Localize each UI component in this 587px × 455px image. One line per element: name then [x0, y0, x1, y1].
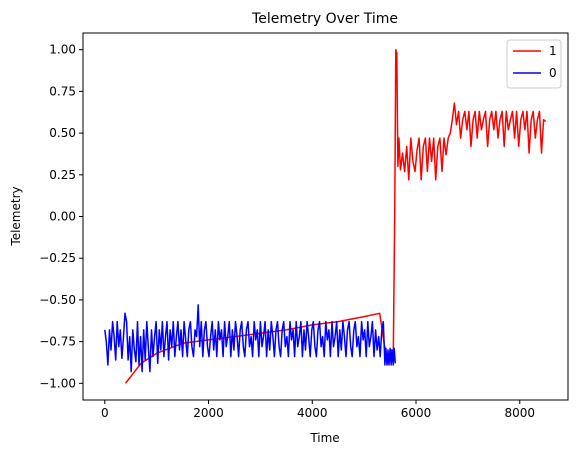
series-line-0: [104, 304, 397, 373]
legend: 10: [506, 39, 562, 89]
y-tick-label: −0.75: [39, 335, 76, 349]
series-layer: [104, 48, 547, 384]
y-tick-label: −1.00: [39, 376, 76, 390]
x-tick-label: 8000: [504, 406, 535, 420]
series-line-1: [124, 48, 547, 384]
y-tick-label: 0.00: [49, 210, 76, 224]
y-axis: −1.00 −0.75 −0.50 −0.25 0.00 0.25 0.50 0.75 1.00: [39, 43, 83, 390]
legend-box: [506, 39, 562, 89]
x-tick-label: 0: [101, 406, 109, 420]
legend-label-0: 0: [549, 66, 557, 80]
y-tick-label: −0.50: [39, 293, 76, 307]
chart-title: Telemetry Over Time: [251, 11, 398, 27]
y-axis-label: Telemetry: [9, 186, 23, 246]
x-axis-label: Time: [309, 431, 339, 445]
x-tick-label: 6000: [401, 406, 432, 420]
x-tick-label: 4000: [297, 406, 328, 420]
y-tick-label: 0.50: [49, 126, 76, 140]
y-tick-label: 0.75: [49, 84, 76, 98]
legend-label-1: 1: [549, 44, 557, 58]
x-tick-label: 2000: [193, 406, 224, 420]
y-tick-label: 0.25: [49, 168, 76, 182]
x-axis: 0 2000 4000 6000 8000: [101, 400, 535, 420]
y-tick-label: 1.00: [49, 43, 76, 57]
y-tick-label: −0.25: [39, 251, 76, 265]
